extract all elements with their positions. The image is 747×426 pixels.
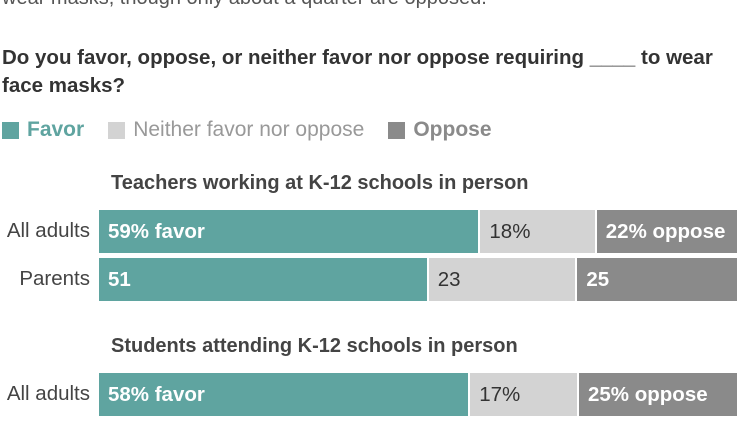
bar-segment-favor: 51 xyxy=(99,258,427,301)
row-label: All adults xyxy=(6,382,90,405)
legend-swatch-oppose xyxy=(388,121,406,139)
bar-segment-neither: 17% xyxy=(470,373,577,416)
legend-label-neither: Neither favor nor oppose xyxy=(133,118,365,141)
bar-segment-favor: 59% favor xyxy=(99,210,479,253)
section-title-2: Students attending K-12 schools in perso… xyxy=(111,335,518,357)
intro-text: wear masks, though only about a quarter … xyxy=(2,0,487,10)
legend-label-oppose: Oppose xyxy=(413,118,492,141)
legend-item-favor: Favor xyxy=(2,118,84,142)
legend-swatch-favor xyxy=(2,121,19,139)
bar-segment-neither: 23 xyxy=(428,258,576,301)
bar-segment-oppose: 25% oppose xyxy=(579,373,737,416)
row-label: All adults xyxy=(6,219,90,242)
survey-question: Do you favor, oppose, or neither favor n… xyxy=(2,46,713,97)
chart-legend: Favor Neither favor nor oppose Oppose xyxy=(2,118,516,142)
legend-item-oppose: Oppose xyxy=(388,118,492,142)
legend-item-neither: Neither favor nor oppose xyxy=(108,118,364,142)
legend-label-favor: Favor xyxy=(27,118,85,141)
row-label: Parents xyxy=(19,267,90,290)
section-title-1: Teachers working at K-12 schools in pers… xyxy=(111,172,529,194)
bar-segment-neither: 18% xyxy=(480,210,595,253)
bar-segment-oppose: 22% oppose xyxy=(596,210,737,253)
bar-segment-favor: 58% favor xyxy=(99,373,469,416)
bar-segment-oppose: 25 xyxy=(577,258,737,301)
legend-swatch-neither xyxy=(108,121,126,139)
